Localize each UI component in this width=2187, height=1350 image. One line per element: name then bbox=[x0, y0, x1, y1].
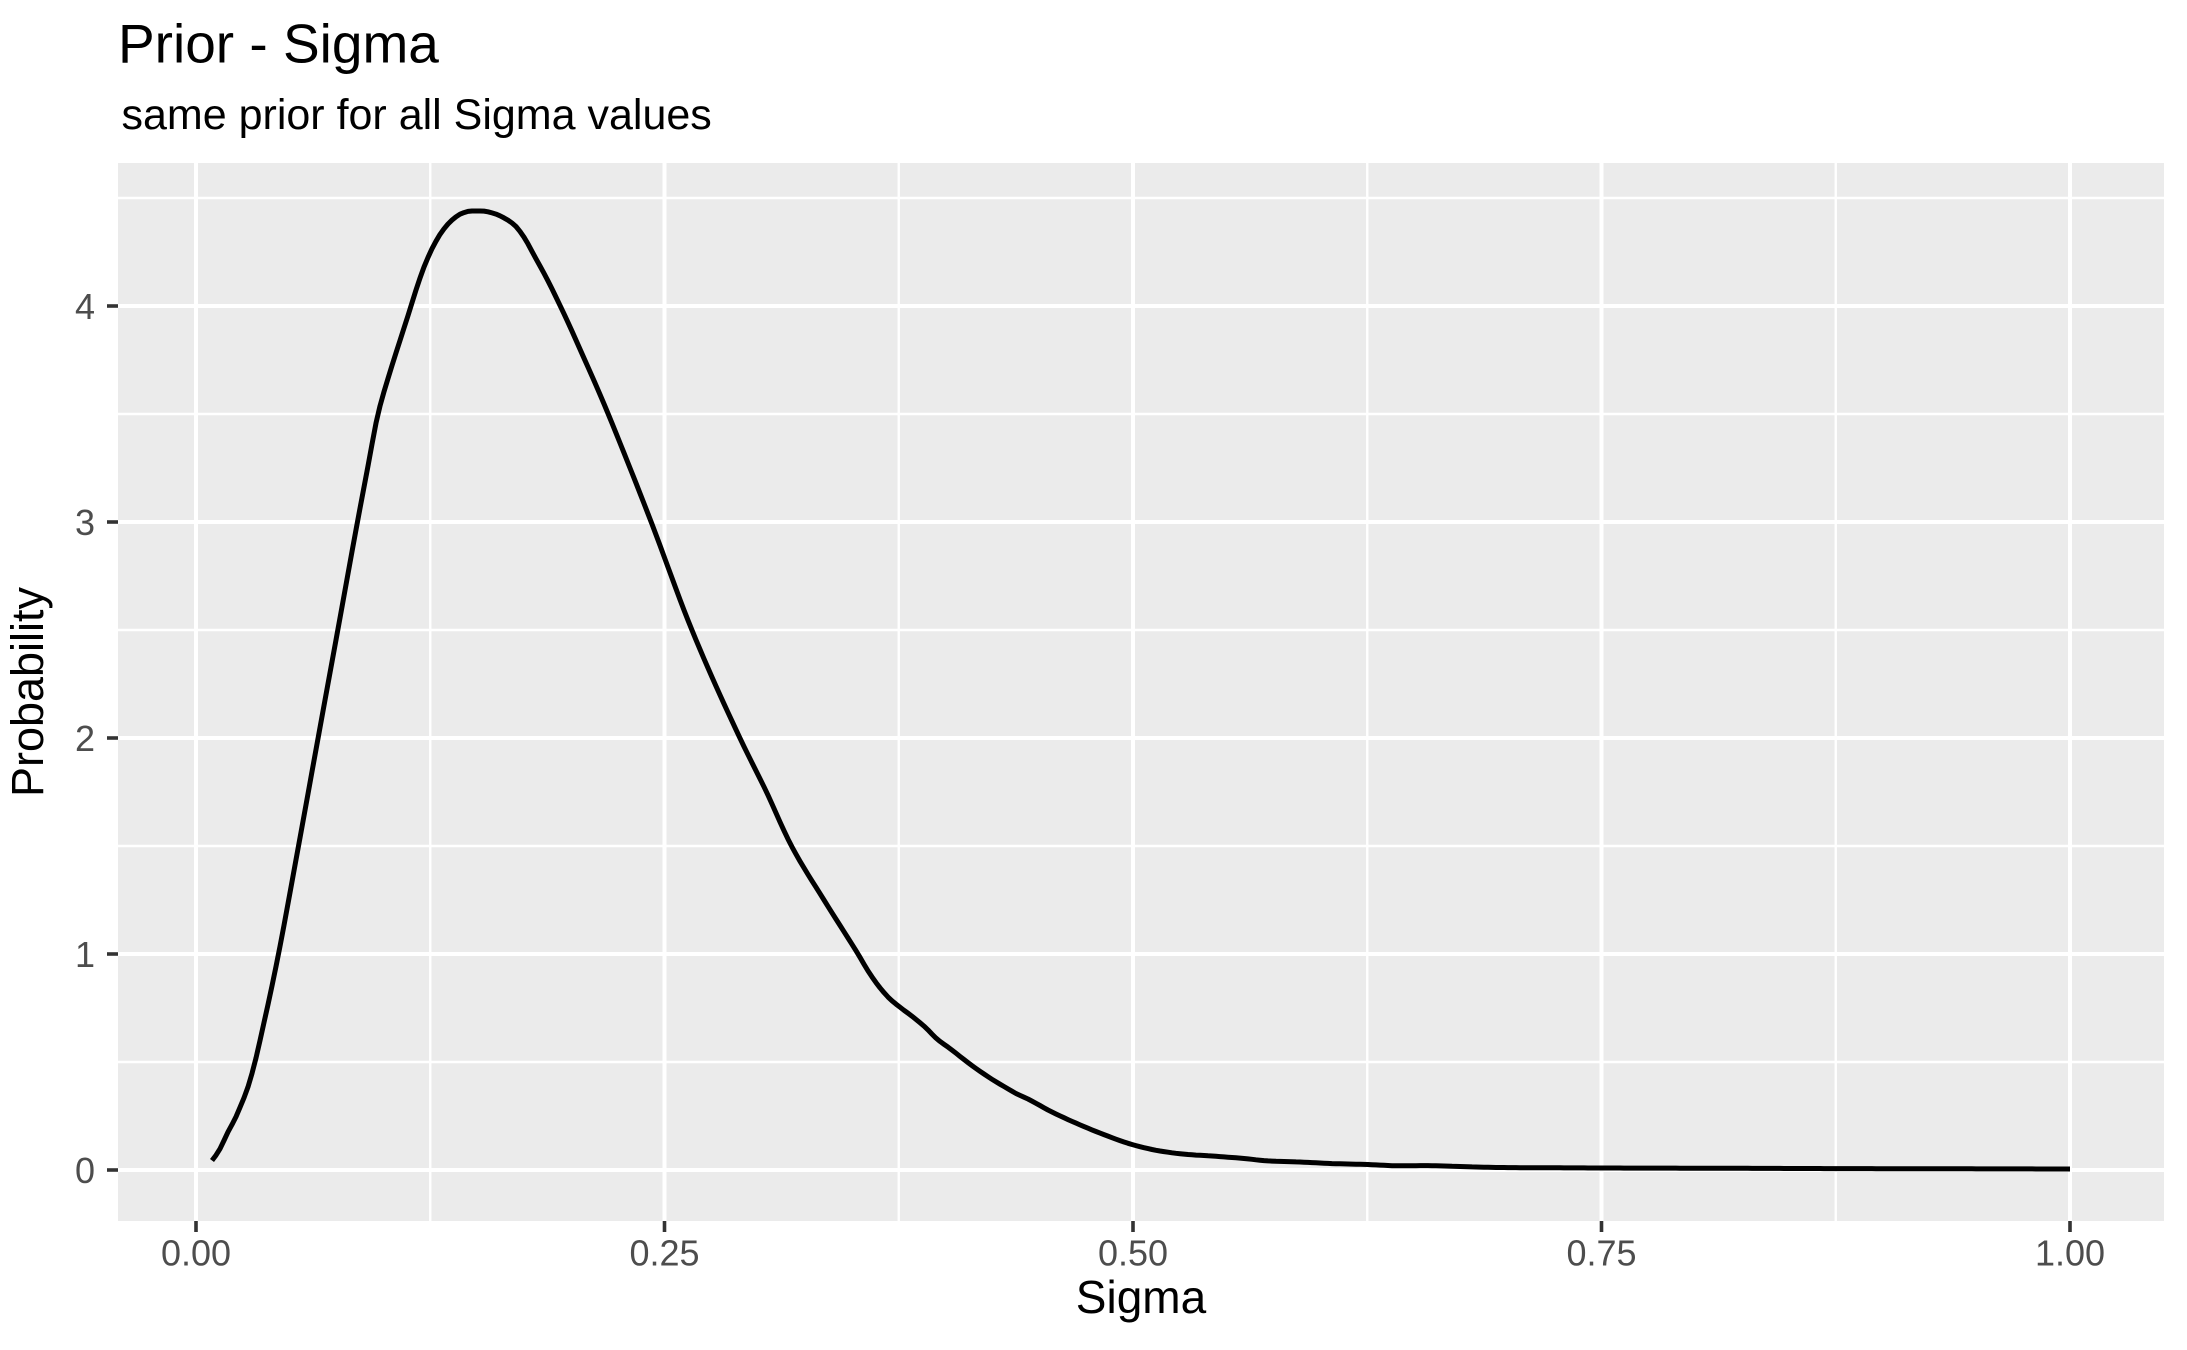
svg-text:1: 1 bbox=[75, 934, 95, 975]
svg-text:0.50: 0.50 bbox=[1098, 1233, 1168, 1274]
svg-text:0.00: 0.00 bbox=[161, 1233, 231, 1274]
svg-text:1.00: 1.00 bbox=[2035, 1233, 2105, 1274]
svg-text:same prior for all Sigma value: same prior for all Sigma values bbox=[122, 91, 712, 139]
svg-text:3: 3 bbox=[75, 502, 95, 543]
svg-text:Sigma: Sigma bbox=[1076, 1271, 1207, 1323]
svg-text:0: 0 bbox=[75, 1150, 95, 1191]
svg-text:4: 4 bbox=[75, 286, 95, 327]
svg-text:2: 2 bbox=[75, 718, 95, 759]
svg-text:0.75: 0.75 bbox=[1566, 1233, 1636, 1274]
svg-text:Probability: Probability bbox=[2, 586, 53, 797]
svg-text:0.25: 0.25 bbox=[629, 1233, 699, 1274]
svg-text:Prior - Sigma: Prior - Sigma bbox=[118, 13, 439, 75]
